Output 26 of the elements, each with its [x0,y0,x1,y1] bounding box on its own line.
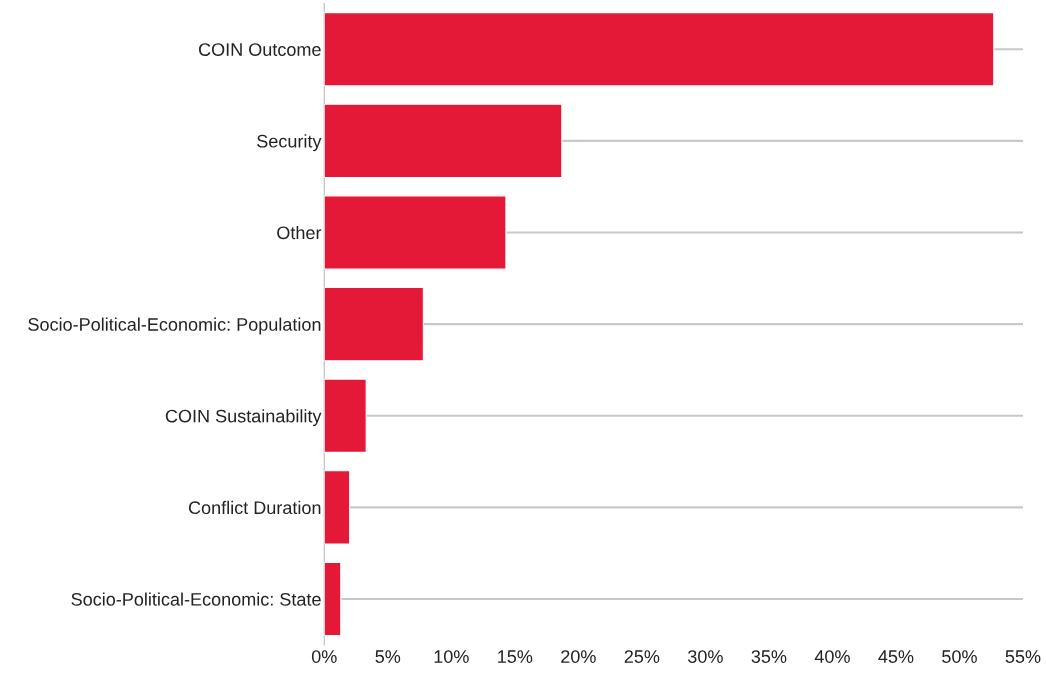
x-tick-label: 0% [311,650,337,663]
x-tick-label: 15% [498,650,533,663]
bar [324,195,507,270]
x-tick-label: 40% [814,650,850,663]
y-tick-label: Conflict Duration [188,500,321,515]
x-tick-label: 55% [1005,650,1041,663]
bar [324,12,995,87]
y-tick-label: Socio-Political-Economic: Population [28,317,321,335]
bar [324,286,424,362]
bar [324,378,367,453]
bar [324,470,351,545]
y-tick-label: COIN Outcome [199,43,321,56]
x-tick-label: 45% [878,650,914,663]
y-tick-label: COIN Sustainability [165,409,322,427]
x-tick-label: 25% [624,650,660,663]
y-tick-label: Security [257,134,322,152]
x-tick-label: 5% [375,650,401,663]
x-tick-label: 35% [751,650,787,663]
x-tick-label: 30% [688,650,723,663]
y-tick-label: Other [277,225,322,240]
y-tick-label: Socio-Political-Economic: State [71,592,321,606]
bar [324,103,563,179]
x-tick-label: 50% [942,650,977,663]
x-tick-label: 20% [561,650,596,663]
bar [324,561,342,637]
x-tick-label: 10% [434,650,469,663]
